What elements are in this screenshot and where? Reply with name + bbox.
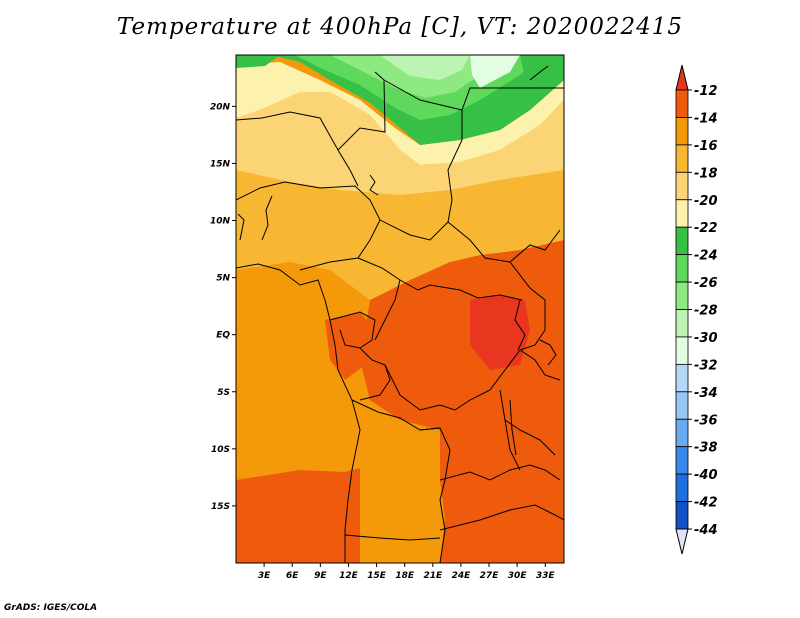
- lat-tick-label: 5S: [217, 388, 230, 398]
- lon-tick-label: 12E: [339, 571, 359, 581]
- field-pale-band: [236, 62, 564, 165]
- map-title: Temperature at 400hPa [C], VT: 202002241…: [116, 14, 684, 40]
- field-green4-band: [380, 55, 470, 80]
- colorbar-segment: [675, 226, 689, 256]
- field-cold-tip: [470, 55, 520, 88]
- longitude-axis: 3E 6E 9E 12E 15E 18E 21E 24E 27E 30E 33E: [258, 563, 556, 581]
- colorbar-label: -24: [694, 249, 718, 264]
- temperature-field: [236, 55, 564, 563]
- lon-tick-label: 30E: [508, 571, 528, 581]
- colorbar-label: -36: [694, 413, 718, 428]
- colorbar-segment: [675, 391, 689, 420]
- colorbar-segment: [675, 171, 689, 201]
- lat-tick-label: 5N: [216, 274, 230, 284]
- field-core-hot: [470, 295, 530, 370]
- field-nw-green: [236, 55, 280, 68]
- field-mid-band: [236, 170, 564, 300]
- colorbar-label: -26: [694, 276, 718, 291]
- colorbar-label: -38: [694, 441, 718, 456]
- colorbar-segment: [675, 199, 689, 228]
- country-borders: [236, 65, 564, 563]
- lon-tick-label: 6E: [286, 571, 299, 581]
- colorbar-label: -22: [694, 221, 718, 236]
- colorbar-label: -28: [694, 304, 718, 319]
- colorbar-segment: [675, 336, 689, 365]
- lon-tick-label: 24E: [452, 571, 472, 581]
- colorbar-segment: [675, 501, 689, 530]
- colorbar-segment: [675, 254, 689, 283]
- lat-tick-label: 10N: [210, 217, 231, 227]
- colorbar-segment: [675, 309, 689, 338]
- colorbar-segment: [675, 446, 689, 475]
- colorbar-label: -40: [694, 468, 718, 483]
- map-frame: [235, 54, 565, 564]
- colorbar-bottom-arrow: [675, 528, 689, 555]
- lon-tick-label: 18E: [395, 571, 415, 581]
- lon-tick-label: 21E: [423, 571, 443, 581]
- latitude-axis: 20N 15N 10N 5N EQ 5S 10S 15S: [210, 102, 236, 512]
- colorbar-top-arrow: [675, 64, 689, 91]
- colorbar-segment: [675, 363, 689, 393]
- colorbar-label: -30: [694, 331, 718, 346]
- lon-tick-label: 9E: [314, 571, 327, 581]
- colorbar-segment: [675, 473, 689, 502]
- colorbar-label: -20: [694, 194, 718, 209]
- colorbar-label: -18: [694, 166, 718, 181]
- lat-tick-label: 20N: [210, 102, 231, 112]
- colorbar-label: -42: [694, 496, 718, 511]
- colorbar-label: -14: [694, 111, 718, 126]
- lon-tick-label: 15E: [367, 571, 387, 581]
- colorbar-segment: [675, 418, 689, 448]
- colorbar-segment: [675, 117, 689, 146]
- color-legend: -12 -14 -16 -18 -20 -22 -24 -26 -28 -30 -32 -34 -36 -…: [675, 64, 718, 555]
- footer-credit: GrADS: IGES/COLA: [4, 603, 98, 613]
- colorbar-label: -32: [694, 358, 718, 373]
- field-ne-green: [520, 55, 564, 90]
- lon-tick-label: 33E: [536, 571, 556, 581]
- lat-tick-label: 15N: [210, 159, 231, 169]
- lon-tick-label: 3E: [258, 571, 271, 581]
- lat-tick-label: 10S: [211, 445, 230, 455]
- field-sw-warm: [236, 468, 360, 563]
- colorbar-label: -12: [694, 84, 718, 99]
- colorbar-segment: [675, 89, 689, 118]
- lat-tick-label: EQ: [216, 331, 230, 341]
- colorbar-label: -44: [694, 523, 718, 538]
- lat-tick-label: 15S: [211, 502, 230, 512]
- colorbar-label: -16: [694, 139, 718, 154]
- colorbar-segment: [675, 281, 689, 310]
- lon-tick-label: 27E: [480, 571, 500, 581]
- colorbar-segment: [675, 144, 689, 173]
- colorbar-label: -34: [694, 386, 718, 401]
